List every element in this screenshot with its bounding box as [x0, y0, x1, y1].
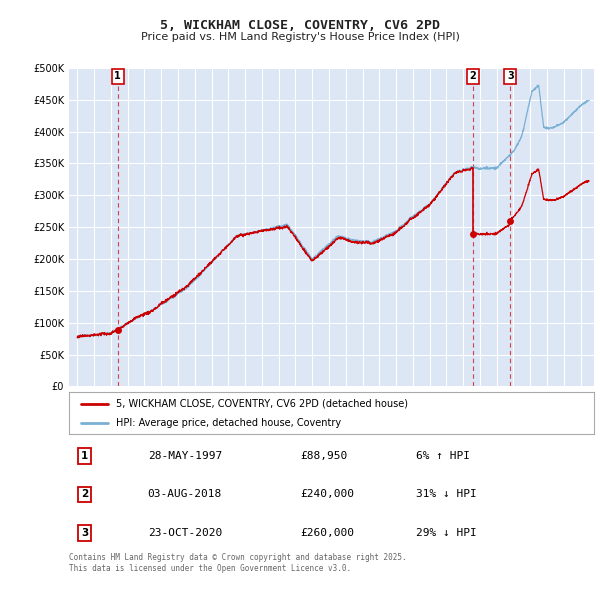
Text: 2: 2	[470, 71, 476, 81]
Text: 6% ↑ HPI: 6% ↑ HPI	[415, 451, 470, 461]
Text: 2: 2	[81, 490, 88, 500]
Text: 31% ↓ HPI: 31% ↓ HPI	[415, 490, 476, 500]
Text: 29% ↓ HPI: 29% ↓ HPI	[415, 527, 476, 537]
Text: 5, WICKHAM CLOSE, COVENTRY, CV6 2PD: 5, WICKHAM CLOSE, COVENTRY, CV6 2PD	[160, 19, 440, 32]
Text: HPI: Average price, detached house, Coventry: HPI: Average price, detached house, Cove…	[116, 418, 341, 428]
Text: Contains HM Land Registry data © Crown copyright and database right 2025.
This d: Contains HM Land Registry data © Crown c…	[69, 553, 407, 573]
Text: 5, WICKHAM CLOSE, COVENTRY, CV6 2PD (detached house): 5, WICKHAM CLOSE, COVENTRY, CV6 2PD (det…	[116, 399, 408, 409]
Text: 3: 3	[81, 527, 88, 537]
Text: Price paid vs. HM Land Registry's House Price Index (HPI): Price paid vs. HM Land Registry's House …	[140, 32, 460, 41]
Text: £88,950: £88,950	[300, 451, 347, 461]
Text: 3: 3	[507, 71, 514, 81]
Text: 23-OCT-2020: 23-OCT-2020	[148, 527, 222, 537]
Text: 1: 1	[115, 71, 121, 81]
Text: £240,000: £240,000	[300, 490, 354, 500]
Text: 28-MAY-1997: 28-MAY-1997	[148, 451, 222, 461]
Text: £260,000: £260,000	[300, 527, 354, 537]
Text: 03-AUG-2018: 03-AUG-2018	[148, 490, 222, 500]
Text: 1: 1	[81, 451, 88, 461]
